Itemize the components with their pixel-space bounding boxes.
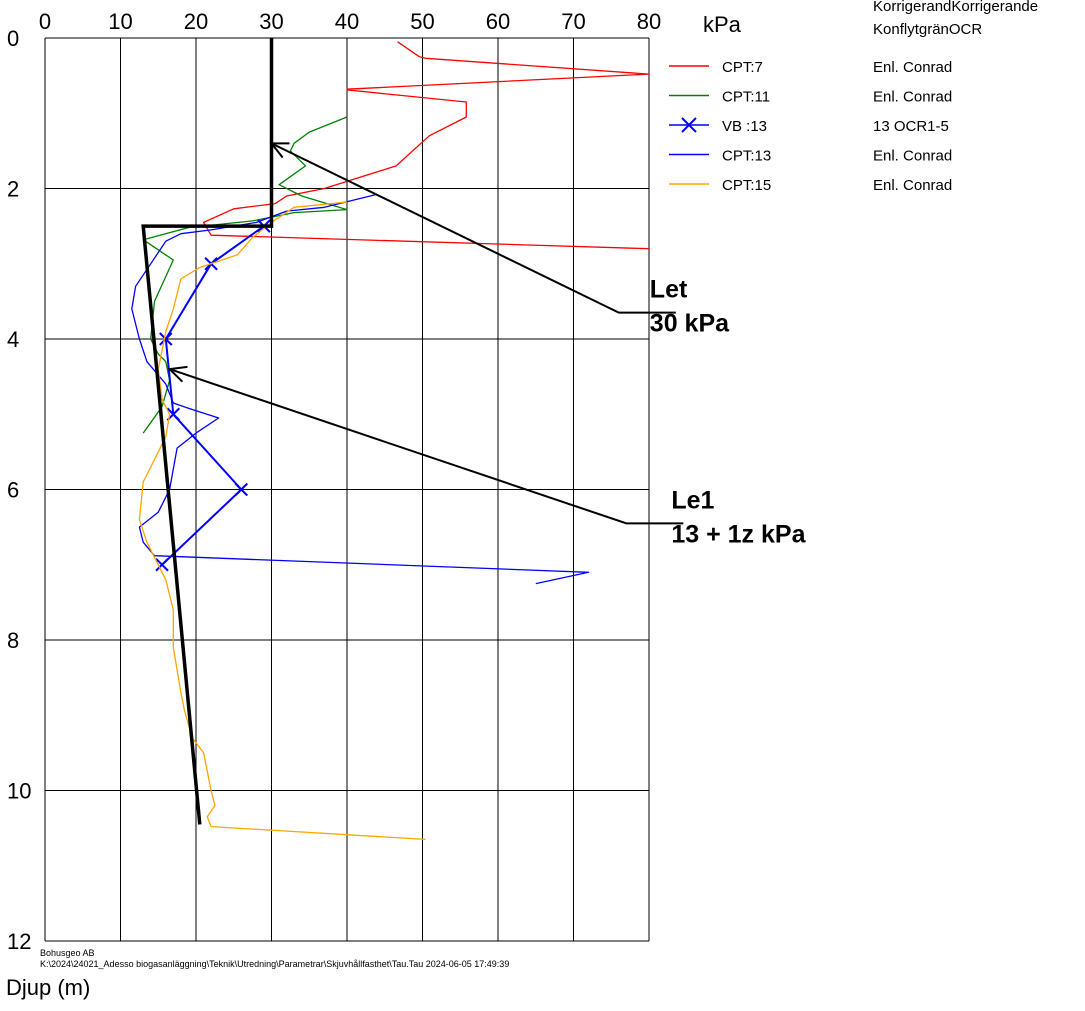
series-marker-vb-13-5 — [155, 558, 169, 572]
annotation-label-0-1: 30 kPa — [650, 310, 730, 338]
annotation-label-0-0: Let — [650, 276, 688, 304]
series-line-vb-13 — [161, 225, 265, 566]
series-layer — [131, 41, 650, 841]
series-marker-vb-13-2 — [159, 332, 173, 346]
x-tick-label-8: 80 — [637, 9, 661, 34]
legend-note-vb-13: 13 OCR1-5 — [873, 118, 949, 135]
evaluated-lines — [141, 38, 274, 825]
y-tick-label-6: 12 — [7, 929, 31, 954]
footer-company: Bohusgeo AB — [40, 948, 95, 958]
x-tick-label-3: 30 — [259, 9, 283, 34]
annotation-arrowhead-1 — [167, 365, 188, 383]
x-tick-label-7: 70 — [561, 9, 585, 34]
annotation-label-1-0: Le1 — [671, 486, 714, 514]
series-line-cpt-7 — [202, 41, 650, 250]
annotation-label-1-1: 13 + 1z kPa — [671, 520, 806, 548]
legend-label-cpt-7: CPT:7 — [722, 59, 763, 76]
y-tick-label-2: 4 — [7, 327, 19, 352]
legend-header-1: KorrigerandKorrigerande — [873, 0, 1038, 15]
series-marker-vb-13-4 — [234, 482, 249, 497]
evaluated-line-0 — [141, 38, 274, 825]
annotation-leader-0 — [271, 142, 676, 314]
annotation-leader-1 — [169, 368, 684, 525]
x-tick-label-5: 50 — [410, 9, 434, 34]
y-axis-label: Djup (m) — [6, 975, 90, 1000]
footer-path: K:\2024\24021_Adesso biogasanläggning\Te… — [40, 959, 509, 969]
x-tick-label-4: 40 — [335, 9, 359, 34]
legend-label-cpt-11: CPT:11 — [722, 89, 770, 106]
x-tick-label-6: 60 — [486, 9, 510, 34]
legend-label-cpt-13: CPT:13 — [722, 148, 771, 165]
y-tick-label-5: 10 — [7, 779, 31, 804]
y-tick-label-4: 8 — [7, 628, 19, 653]
legend-note-cpt-13: Enl. Conrad — [873, 148, 952, 165]
annotations: Let 30 kPa Le1 13 + 1z kPa — [167, 142, 807, 548]
y-tick-label-0: 0 — [7, 26, 19, 51]
x-tick-label-2: 20 — [184, 9, 208, 34]
legend-label-vb-13: VB :13 — [722, 118, 767, 135]
legend: KorrigerandKorrigerande KonflytgränOCR C… — [669, 0, 1038, 194]
y-tick-label-3: 6 — [7, 478, 19, 503]
x-axis-label: kPa — [703, 12, 742, 37]
x-tick-label-0: 0 — [39, 9, 51, 34]
y-tick-label-1: 2 — [7, 177, 19, 202]
y-tick-labels: 0 2 4 6 8 10 12 — [7, 26, 31, 954]
grid — [44, 37, 650, 942]
x-tick-label-1: 10 — [108, 9, 132, 34]
series-line-cpt-13 — [131, 193, 590, 585]
legend-marker-vb-13 — [681, 117, 697, 133]
footer: Bohusgeo AB K:\2024\24021_Adesso biogasa… — [40, 948, 509, 969]
legend-note-cpt-7: Enl. Conrad — [873, 59, 952, 76]
annotation-arrowhead-0 — [269, 142, 290, 159]
x-tick-labels: 0 10 20 30 40 50 60 70 80 — [39, 9, 661, 34]
series-line-cpt-15 — [138, 201, 426, 841]
legend-note-cpt-11: Enl. Conrad — [873, 89, 952, 106]
legend-header-2: KonflytgränOCR — [873, 21, 982, 38]
legend-label-cpt-15: CPT:15 — [722, 177, 771, 194]
legend-note-cpt-15: Enl. Conrad — [873, 177, 952, 194]
